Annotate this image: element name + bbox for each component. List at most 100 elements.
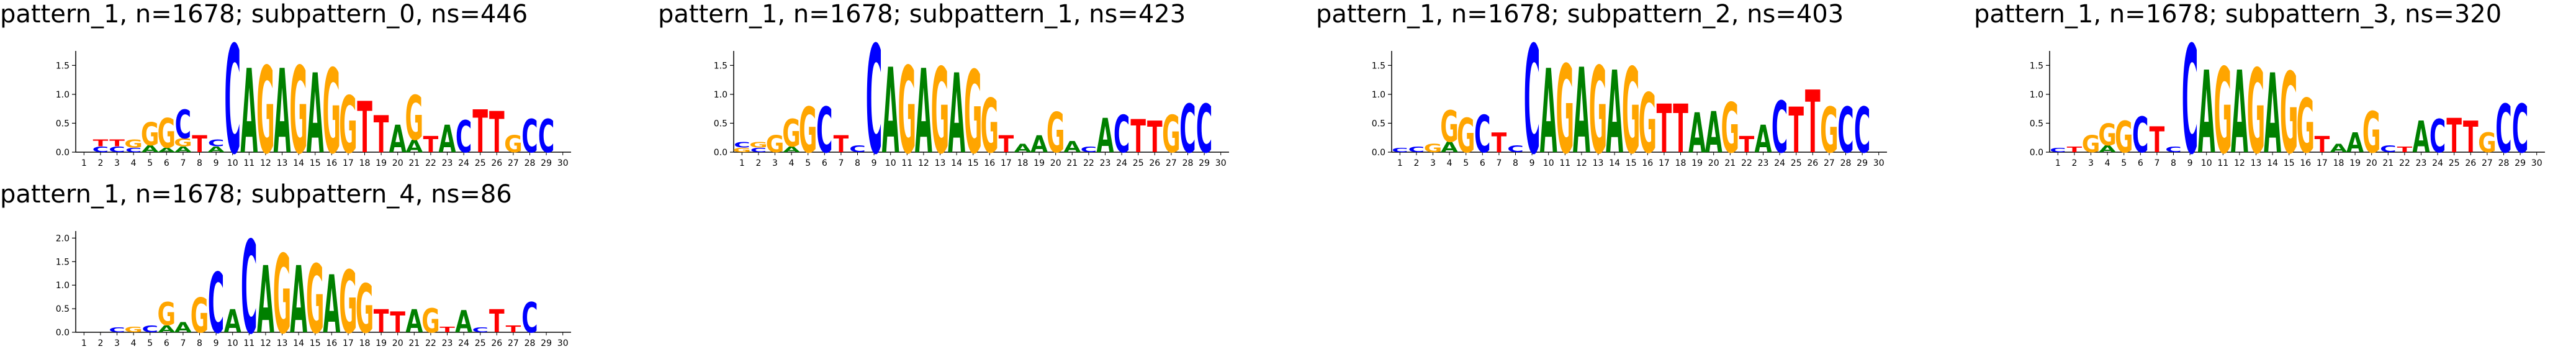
logo-letter-cytosine: C	[538, 111, 554, 163]
logo-letter-thymine: T	[93, 137, 109, 148]
logo-letter-cytosine: C	[1772, 87, 1788, 169]
x-tick-label: 26	[2465, 158, 2476, 168]
logo-letter-cytosine: C	[2512, 91, 2528, 168]
y-tick-label: 1.0	[714, 90, 727, 100]
y-tick-label: 0.5	[56, 304, 70, 314]
x-tick-label: 12	[260, 158, 271, 168]
logo-letter-guanine: G	[289, 43, 308, 181]
logo-letter-guanine: G	[732, 147, 751, 154]
logo-letter-cytosine: C	[1196, 91, 1212, 168]
logo-letter-guanine: G	[931, 44, 950, 180]
logo-letter-guanine: G	[256, 43, 275, 181]
x-tick-label: 22	[1083, 158, 1094, 168]
x-tick-label: 12	[1576, 158, 1587, 168]
logo-letter-guanine: G	[2213, 44, 2232, 180]
sequence-logo-chart: 0.00.51.01.51 2 3 4 5 6 7 8 9 10 11 12 13 14 15 16 17 18 1…	[714, 15, 1229, 188]
x-tick-label: 15	[310, 158, 321, 168]
x-tick-label: 18	[1017, 158, 1029, 168]
x-tick-label: 3	[114, 158, 120, 168]
logo-letter-adenine: A	[158, 324, 176, 335]
logo-letter-cytosine: C	[175, 102, 191, 148]
logo-letter-guanine: G	[306, 245, 325, 354]
x-tick-label: 8	[855, 158, 860, 168]
sequence-logo-chart: 0.00.51.01.52.01 2 3 4 5 6 7 8 9 10 11 12 13 14 15 16 17…	[56, 214, 571, 354]
logo-letter-guanine: G	[124, 137, 143, 150]
logo-letter-guanine: G	[799, 94, 817, 167]
logo-letter-guanine: G	[157, 296, 176, 333]
logo-letter-thymine: T	[439, 325, 455, 334]
logo-letter-adenine: A	[2346, 128, 2364, 159]
sequence-logo-chart: 0.00.51.01.51 2 3 4 5 6 7 8 9 10 11 12 13 14 15 16 17 18 1…	[2030, 15, 2545, 188]
x-tick-label: 6	[164, 338, 169, 348]
logo-letter-guanine: G	[2296, 83, 2315, 170]
logo-letter-adenine: A	[224, 304, 242, 340]
y-tick-label: 0.0	[1372, 148, 1385, 158]
logo-letter-thymine: T	[506, 324, 521, 335]
logo-letter-cytosine: C	[1114, 105, 1130, 165]
x-tick-label: 23	[1100, 158, 1111, 168]
x-tick-label: 11	[243, 338, 254, 348]
logo-letter-adenine: A	[1705, 101, 1723, 166]
logo-letter-thymine: T	[2150, 120, 2165, 161]
logo-letter-thymine: T	[390, 306, 405, 339]
logo-letter-adenine: A	[948, 51, 965, 178]
x-tick-label: 16	[326, 158, 337, 168]
logo-letter-cytosine: C	[456, 112, 472, 163]
logo-letter-cytosine: C	[1507, 143, 1523, 155]
x-tick-label: 16	[984, 158, 995, 168]
logo-letter-guanine: G	[1556, 41, 1574, 182]
x-tick-label: 16	[2300, 158, 2311, 168]
logo-letter-guanine: G	[405, 83, 423, 154]
logo-letter-thymine: T	[489, 304, 505, 340]
logo-letter-guanine: G	[1622, 44, 1641, 180]
logo-letter-adenine: A	[274, 44, 291, 179]
y-tick-label: 0.5	[1372, 119, 1385, 129]
logo-letter-guanine: G	[2098, 118, 2117, 152]
x-tick-label: 6	[164, 158, 169, 168]
x-tick-label: 12	[918, 158, 929, 168]
logo-letter-cytosine: C	[109, 327, 125, 334]
y-tick-label: 0.5	[56, 119, 70, 129]
logo-letter-cytosine: C	[750, 147, 767, 154]
logo-letter-adenine: A	[915, 44, 932, 179]
panel-title: pattern_1, n=1678; subpattern_4, ns=86	[0, 180, 512, 209]
logo-letter-cytosine: C	[208, 137, 224, 148]
logo-letter-thymine: T	[2397, 145, 2413, 154]
x-tick-label: 10	[885, 158, 896, 168]
x-tick-label: 12	[260, 338, 271, 348]
logo-letter-adenine: A	[1063, 138, 1081, 156]
x-tick-label: 2	[755, 158, 761, 168]
x-tick-label: 17	[343, 338, 354, 348]
logo-letter-thymine: T	[489, 101, 505, 166]
x-tick-label: 24	[458, 338, 469, 348]
logo-letter-adenine: A	[455, 305, 472, 340]
logo-letter-guanine: G	[141, 117, 160, 153]
x-tick-label: 27	[508, 338, 519, 348]
panel-title: pattern_1, n=1678; subpattern_3, ns=320	[1974, 0, 2502, 29]
x-tick-label: 7	[180, 338, 186, 348]
logo-letter-cytosine: C	[241, 214, 257, 354]
x-tick-label: 8	[1513, 158, 1518, 168]
logo-letter-adenine: A	[2413, 113, 2430, 163]
logo-letter-cytosine: C	[109, 145, 125, 154]
logo-letter-guanine: G	[1638, 76, 1657, 171]
x-tick-label: 28	[525, 158, 536, 168]
logo-panel-subpattern-2: pattern_1, n=1678; subpattern_2, ns=403 …	[1316, 0, 1937, 188]
x-tick-label: 4	[789, 158, 795, 168]
logo-letter-cytosine: C	[1392, 147, 1408, 154]
x-tick-label: 13	[2251, 158, 2262, 168]
x-tick-label: 14	[1609, 158, 1620, 168]
x-tick-label: 28	[525, 338, 536, 348]
x-tick-label: 24	[1116, 158, 1127, 168]
logo-letter-adenine: A	[2231, 48, 2248, 179]
logo-letter-adenine: A	[1540, 44, 1557, 179]
logo-letter-thymine: T	[999, 130, 1014, 158]
x-tick-label: 3	[114, 338, 120, 348]
logo-panel-subpattern-4: pattern_1, n=1678; subpattern_4, ns=86 0…	[0, 180, 621, 354]
x-tick-label: 1	[2055, 158, 2061, 168]
x-tick-label: 23	[2416, 158, 2427, 168]
logo-letter-adenine: A	[323, 260, 340, 352]
logo-letter-cytosine: C	[2495, 91, 2511, 168]
x-tick-label: 27	[1166, 158, 1177, 168]
x-tick-label: 26	[491, 338, 502, 348]
